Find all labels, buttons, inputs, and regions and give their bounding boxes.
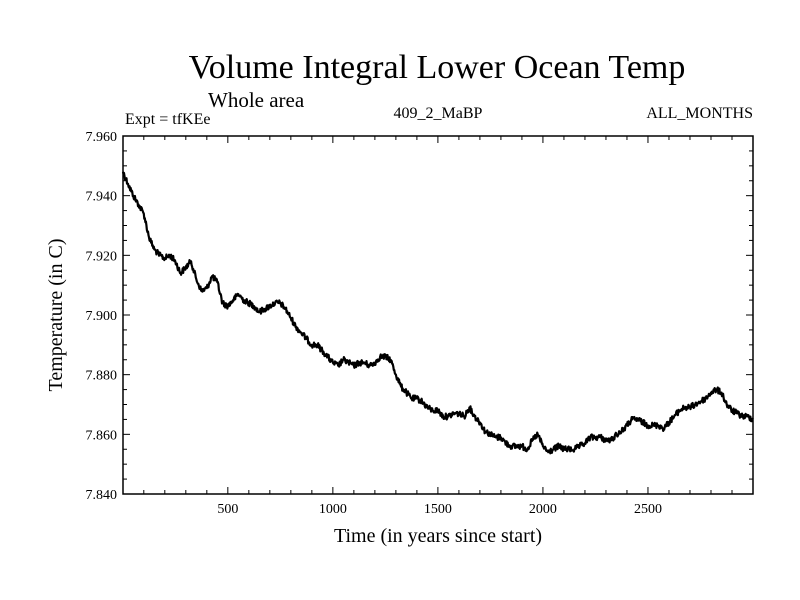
y-tick-label: 7.840 bbox=[86, 488, 118, 503]
x-tick-label: 500 bbox=[217, 502, 238, 517]
run-id-label: 409_2_MaBP bbox=[394, 105, 483, 122]
y-tick-label: 7.900 bbox=[86, 309, 118, 324]
chart-title: Volume Integral Lower Ocean Temp bbox=[189, 49, 686, 86]
plot-frame bbox=[122, 135, 754, 495]
series-line-temperature bbox=[121, 171, 754, 455]
y-tick-labels: 7.840 7.860 7.880 7.900 7.920 7.940 7.960 bbox=[86, 130, 118, 503]
y-tick-label: 7.940 bbox=[86, 190, 118, 205]
y-tick-label: 7.960 bbox=[86, 130, 118, 145]
x-axis-label: Time (in years since start) bbox=[334, 525, 542, 547]
y-tick-label: 7.880 bbox=[86, 369, 118, 384]
y-axis-label: Temperature (in C) bbox=[45, 239, 67, 392]
x-tick-label: 2000 bbox=[529, 502, 557, 517]
chart-subtitle: Whole area bbox=[208, 88, 305, 112]
y-tick-label: 7.860 bbox=[86, 428, 118, 443]
experiment-label: Expt = tfKEe bbox=[125, 111, 210, 128]
axis-ticks bbox=[123, 136, 753, 494]
x-tick-label: 1500 bbox=[424, 502, 452, 517]
x-tick-label: 1000 bbox=[319, 502, 347, 517]
x-tick-label: 2500 bbox=[634, 502, 662, 517]
y-tick-label: 7.920 bbox=[86, 249, 118, 264]
x-tick-labels: 500 1000 1500 2000 2500 bbox=[217, 502, 662, 517]
months-label: ALL_MONTHS bbox=[646, 105, 753, 122]
